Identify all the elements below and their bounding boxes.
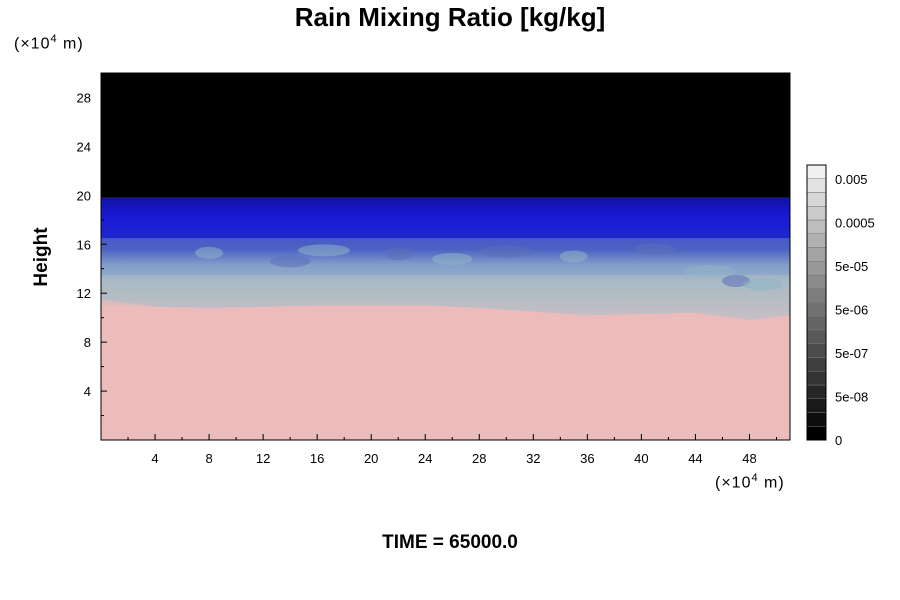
colorbar-label: 5e-05 [835,259,868,274]
turbulence-patch [721,274,750,287]
colorbar-cell [806,164,827,179]
x-tick-label: 4 [151,451,158,466]
time-label: TIME = 65000.0 [382,532,518,553]
colorbar-cell [806,178,827,193]
turbulence-patch [559,250,588,263]
turbulence-patch [270,255,311,268]
region-mixed [101,274,790,306]
x-tick-label: 16 [310,451,324,466]
colorbar-cell [806,316,827,331]
colorbar-cell [806,412,827,427]
turbulence-patch [634,243,675,256]
region-upper [101,197,790,239]
y-tick-label: 24 [77,139,91,154]
x-tick-label: 28 [472,451,486,466]
x-tick-label: 12 [256,451,270,466]
x-axis-unit: (×104 m) [715,472,785,492]
x-tick-label: 20 [364,451,378,466]
y-axis-unit: (×104 m) [14,33,84,53]
y-tick-label: 20 [77,188,91,203]
colorbar-cell [806,329,827,344]
turbulence-patch [682,265,735,278]
colorbar-label: 0 [835,433,842,448]
colorbar-cell [806,288,827,303]
colorbar-label: 5e-06 [835,302,868,317]
region-top [101,73,790,198]
colorbar-cell [806,343,827,358]
colorbar-cell [806,192,827,207]
colorbar-cell [806,384,827,399]
y-tick-label: 12 [77,286,91,301]
colorbar-border [806,164,827,441]
colorbar-label: 5e-08 [835,389,868,404]
turbulence-patch [384,248,413,261]
colorbar-cell [806,426,827,441]
x-tick-label: 48 [742,451,756,466]
turbulence-patch [480,245,533,258]
colorbar-cell [806,398,827,413]
colorbar-cell [806,233,827,248]
turbulence-patch [742,278,783,291]
y-tick-label: 28 [77,90,91,105]
x-tick-label: 24 [418,451,432,466]
x-tick-label: 8 [205,451,212,466]
x-tick-label: 40 [634,451,648,466]
y-tick-label: 8 [84,335,91,350]
colorbar-label: 0.005 [835,172,868,187]
colorbar-cell [806,219,827,234]
turbulence-patch [195,246,224,259]
x-tick-label: 44 [688,451,702,466]
plot-border [100,72,791,441]
colorbar-label: 0.0005 [835,215,875,230]
colorbar-label: 5e-07 [835,346,868,361]
colorbar-cell [806,261,827,276]
colorbar-cell [806,206,827,221]
chart-title: Rain Mixing Ratio [kg/kg] [294,2,606,32]
colorbar-cell [806,247,827,262]
x-tick-label: 36 [580,451,594,466]
x-tick-label: 32 [526,451,540,466]
colorbar-cell [806,302,827,317]
colorbar-cell [806,357,827,372]
y-tick-label: 16 [77,237,91,252]
turbulence-patch [432,252,473,265]
colorbar-cell [806,371,827,386]
turbulence-patch [297,244,350,257]
colorbar-cell [806,274,827,289]
y-tick-label: 4 [84,384,91,399]
